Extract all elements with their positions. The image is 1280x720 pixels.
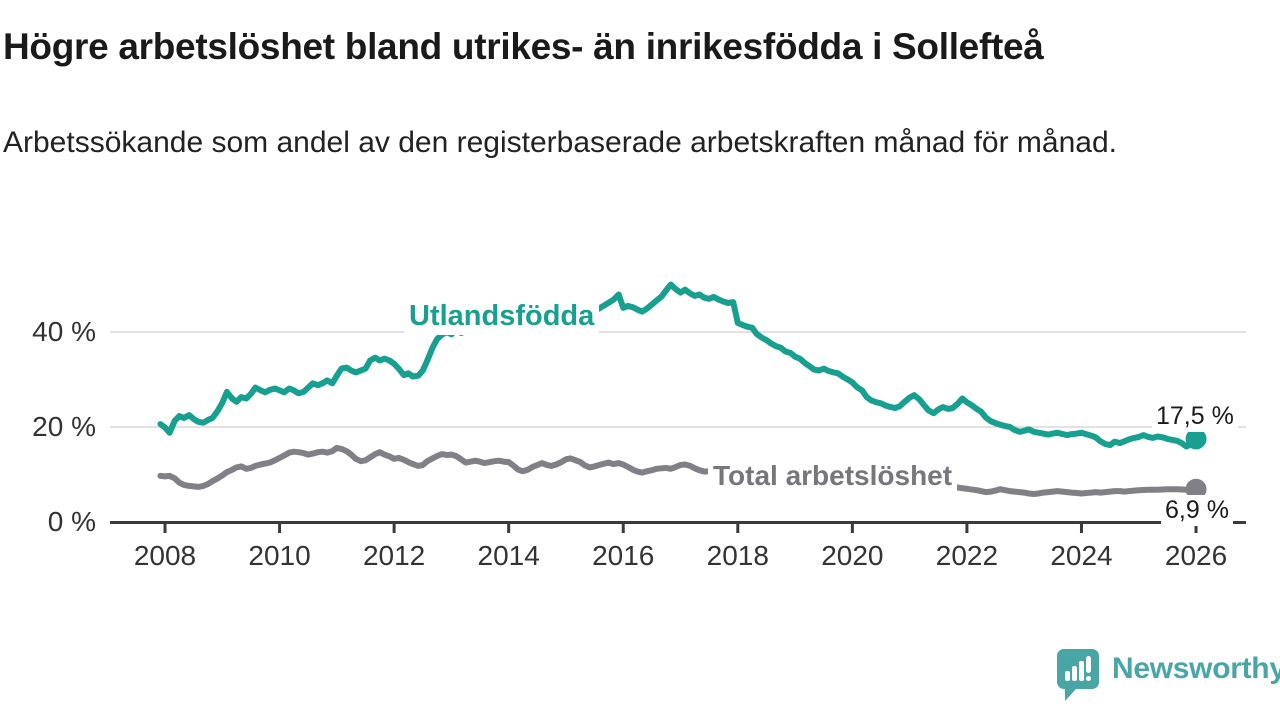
series-end-dot-total-arbetsl-shet xyxy=(1185,478,1207,500)
x-axis-label-2022: 2022 xyxy=(935,540,999,571)
page-title: Högre arbetslöshet bland utrikes- än inr… xyxy=(3,26,1044,67)
series-end-dot-utlandsf-dda xyxy=(1185,428,1207,450)
x-axis-label-2020: 2020 xyxy=(821,540,884,571)
x-axis-label-2010: 2010 xyxy=(248,540,311,571)
x-axis-label-2012: 2012 xyxy=(362,540,426,571)
series-label-total-arbetsloshet: Total arbetslöshet xyxy=(708,458,958,494)
chart-subtitle: Arbetssökande som andel av den registerb… xyxy=(3,126,1117,159)
x-axis-label-2024: 2024 xyxy=(1050,540,1113,571)
end-value-label-utlandsfodda: 17,5 % xyxy=(1152,401,1238,432)
exclamation-dot xyxy=(1086,676,1091,681)
newsworthy-logo-icon xyxy=(1057,649,1099,701)
bar-1 xyxy=(1065,671,1070,681)
x-axis-label-2018: 2018 xyxy=(706,540,769,571)
y-axis-label-20: 20 % xyxy=(32,411,96,442)
series-line-utlandsf-dda xyxy=(157,281,1199,450)
x-axis-label-2014: 2014 xyxy=(477,540,540,571)
speech-bubble-shape xyxy=(1057,649,1099,701)
brand-name: Newsworthy xyxy=(1112,652,1280,685)
x-axis-label-2026: 2026 xyxy=(1164,540,1228,571)
newsworthy-logo: Newsworthy xyxy=(1056,648,1280,702)
y-axis-label-0: 0 % xyxy=(47,506,96,537)
exclamation-bar xyxy=(1086,656,1091,673)
series-line-total-arbetsl-shet xyxy=(157,444,1199,497)
bar-2 xyxy=(1072,666,1077,681)
end-value-label-total: 6,9 % xyxy=(1161,495,1233,526)
bar-3 xyxy=(1079,661,1084,681)
x-axis-label-2008: 2008 xyxy=(133,540,197,571)
series-label-utlandsfodda: Utlandsfödda xyxy=(404,298,600,335)
y-axis-label-40: 40 % xyxy=(32,316,96,347)
x-axis-label-2016: 2016 xyxy=(592,540,655,571)
